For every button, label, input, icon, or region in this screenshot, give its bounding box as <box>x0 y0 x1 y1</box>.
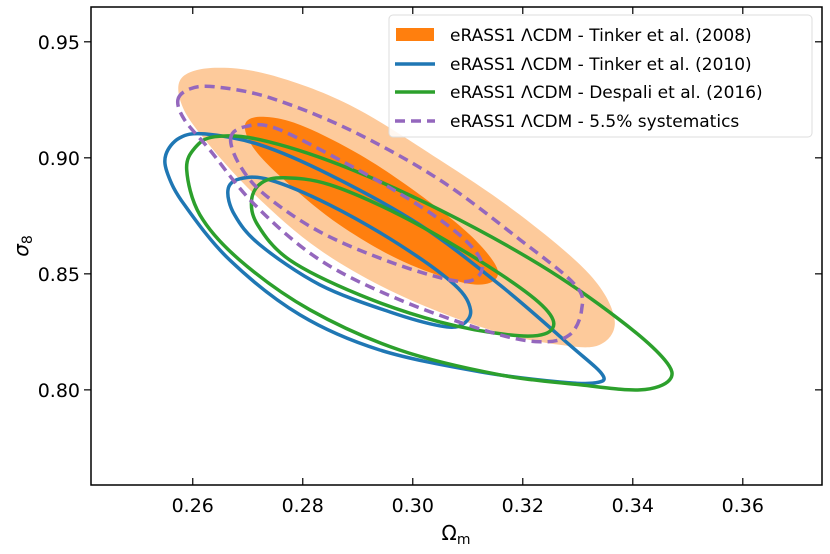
legend-label-systematics: eRASS1 ΛCDM - 5.5% systematics <box>450 112 739 132</box>
x-tick-label: 0.30 <box>392 495 434 517</box>
contour-series3-inner <box>228 122 485 284</box>
y-tick-label: 0.85 <box>38 264 80 286</box>
legend-label-despali2016: eRASS1 ΛCDM - Despali et al. (2016) <box>450 83 763 103</box>
y-tick-label: 0.80 <box>38 380 80 402</box>
x-tick-label: 0.32 <box>502 495 544 517</box>
x-axis-label: Ωm <box>442 521 471 548</box>
axis-ticks: 0.26 0.28 0.30 0.32 0.34 0.36 0.80 0.85 0.90 0.95 <box>38 7 822 517</box>
plot-frame <box>90 6 823 486</box>
legend-box <box>388 14 813 138</box>
y-tick-label: 0.95 <box>38 32 80 54</box>
y-tick-label: 0.90 <box>38 148 80 170</box>
x-tick-label: 0.34 <box>612 495 654 517</box>
contour-series1-inner <box>226 175 473 329</box>
legend-label-tinker2010: eRASS1 ΛCDM - Tinker et al. (2010) <box>450 55 752 75</box>
contour-series2-inner <box>249 176 556 338</box>
contour-series2-outer <box>184 134 674 392</box>
contour-series3-outer <box>175 84 585 344</box>
x-tick-label: 0.26 <box>172 495 214 517</box>
y-axis-label: σ8 <box>9 235 36 257</box>
contours-layer <box>163 67 674 392</box>
x-tick-label: 0.36 <box>722 495 764 517</box>
contour-series1-outer <box>163 131 606 386</box>
legend: eRASS1 ΛCDM - Tinker et al. (2008) eRASS… <box>388 14 813 138</box>
legend-label-tinker2008: eRASS1 ΛCDM - Tinker et al. (2008) <box>450 26 752 46</box>
legend-swatch-tinker2008 <box>396 28 434 41</box>
x-tick-label: 0.28 <box>282 495 324 517</box>
